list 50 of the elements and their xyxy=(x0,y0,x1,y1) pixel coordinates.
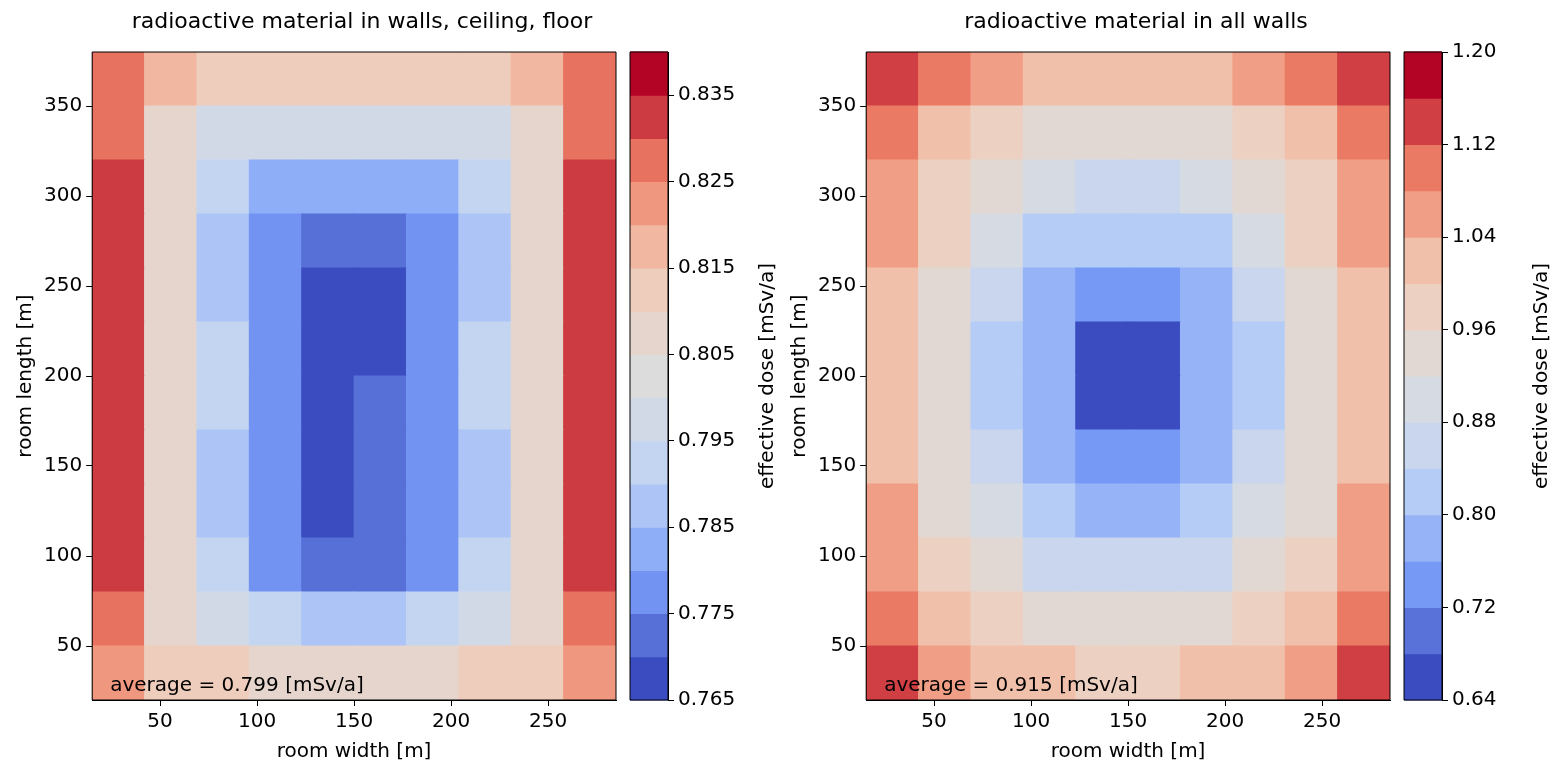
color-bar-label: 0.805 xyxy=(678,340,736,365)
y-tick-label: 150 xyxy=(817,452,857,477)
x-tick-label: 250 xyxy=(529,708,568,733)
x-axis-title: room width [m] xyxy=(1050,738,1206,763)
y-axis-title: room length [m] xyxy=(786,294,811,458)
y-axis-title: room length [m] xyxy=(12,294,37,458)
color-bar-label: 1.12 xyxy=(1452,130,1497,155)
x-tick-label: 100 xyxy=(237,708,277,733)
color-bar-label: 0.72 xyxy=(1452,593,1497,618)
x-tick-label: 100 xyxy=(1011,708,1051,733)
color-bar-label: 0.96 xyxy=(1452,315,1497,340)
color-bar-label: 0.815 xyxy=(678,254,736,279)
y-tick-label: 100 xyxy=(43,542,83,567)
y-tick-label: 150 xyxy=(43,452,83,477)
x-tick-label: 150 xyxy=(334,708,374,733)
color-bar-label: 0.825 xyxy=(678,167,736,192)
x-axis-title: room width [m] xyxy=(276,738,432,763)
chart-title: radioactive material in all walls xyxy=(963,8,1309,35)
y-tick-label: 250 xyxy=(43,272,83,297)
color-bar-label: 0.88 xyxy=(1452,408,1497,433)
y-tick-label: 300 xyxy=(817,182,857,207)
color-bar-label: 0.785 xyxy=(678,513,736,538)
y-tick-label: 200 xyxy=(43,362,83,387)
y-tick-label: 200 xyxy=(817,362,857,387)
y-tick-label: 50 xyxy=(830,632,857,657)
y-tick-label: 350 xyxy=(817,92,857,117)
x-tick-label: 50 xyxy=(921,708,947,733)
color-bar-label: 0.80 xyxy=(1452,501,1497,526)
y-tick-label: 250 xyxy=(817,272,857,297)
color-bar-label: 0.64 xyxy=(1452,686,1497,711)
y-tick-label: 350 xyxy=(43,92,83,117)
color-bar-label: 0.795 xyxy=(678,427,736,451)
y-tick-label: 300 xyxy=(43,182,83,207)
color-bar-label: 0.775 xyxy=(678,599,736,624)
x-tick-label: 200 xyxy=(1206,708,1245,733)
color-bar-label: 0.765 xyxy=(678,686,736,711)
color-bar-label: 1.04 xyxy=(1452,223,1497,248)
y-tick-label: 100 xyxy=(817,542,857,567)
color-bar-label: 1.20 xyxy=(1452,38,1497,63)
y-tick-label: 50 xyxy=(56,632,83,657)
annotation: average = 0.915 [mSv/a] xyxy=(884,672,1138,697)
x-tick-label: 250 xyxy=(1303,708,1342,733)
x-tick-label: 200 xyxy=(432,708,471,733)
color-bar-title: effective dose [mSv/a] xyxy=(754,263,779,489)
color-bar-title: effective dose [mSv/a] xyxy=(1528,263,1553,489)
color-bar-label: 0.835 xyxy=(678,81,736,106)
annotation: average = 0.799 [mSv/a] xyxy=(110,672,364,697)
chart-title: radioactive material in walls, ceiling, floor xyxy=(130,8,594,35)
x-tick-label: 150 xyxy=(1108,708,1148,733)
x-tick-label: 50 xyxy=(147,708,173,733)
